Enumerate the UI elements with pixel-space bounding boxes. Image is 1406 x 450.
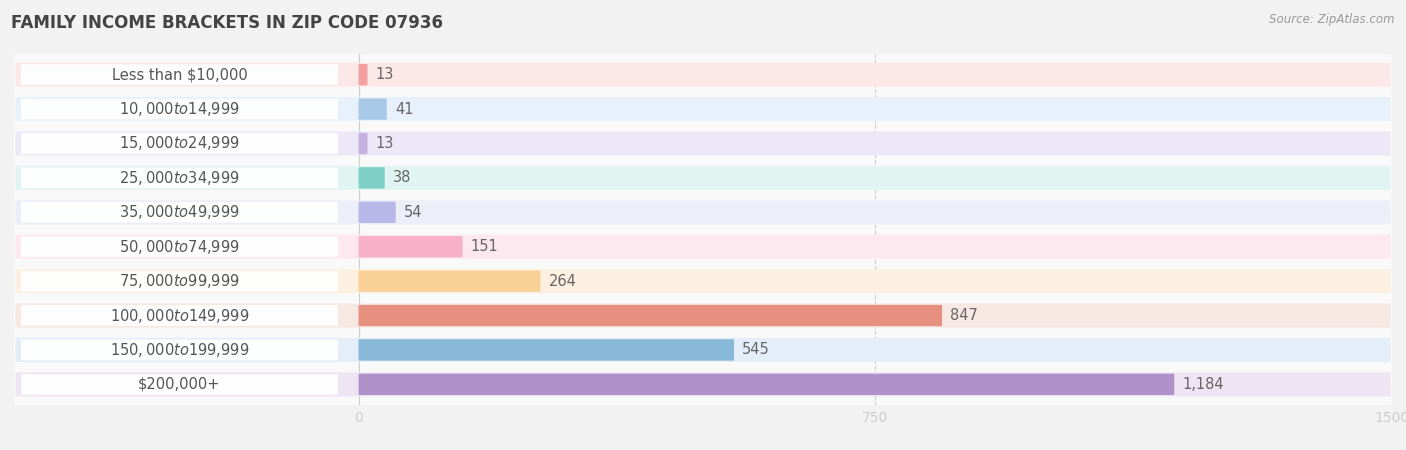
Text: $25,000 to $34,999: $25,000 to $34,999 bbox=[120, 169, 240, 187]
Text: $100,000 to $149,999: $100,000 to $149,999 bbox=[110, 306, 249, 324]
FancyBboxPatch shape bbox=[359, 305, 942, 326]
Text: 545: 545 bbox=[742, 342, 770, 357]
FancyBboxPatch shape bbox=[15, 303, 1391, 328]
FancyBboxPatch shape bbox=[359, 133, 367, 154]
FancyBboxPatch shape bbox=[21, 133, 337, 154]
Text: 13: 13 bbox=[375, 136, 394, 151]
FancyBboxPatch shape bbox=[21, 99, 337, 119]
FancyBboxPatch shape bbox=[21, 167, 337, 188]
FancyBboxPatch shape bbox=[15, 131, 1391, 156]
FancyBboxPatch shape bbox=[359, 374, 1174, 395]
FancyBboxPatch shape bbox=[359, 202, 395, 223]
FancyBboxPatch shape bbox=[21, 236, 337, 257]
Text: $35,000 to $49,999: $35,000 to $49,999 bbox=[120, 203, 240, 221]
Text: 847: 847 bbox=[950, 308, 979, 323]
FancyBboxPatch shape bbox=[15, 200, 1391, 225]
FancyBboxPatch shape bbox=[359, 167, 385, 189]
Text: Less than $10,000: Less than $10,000 bbox=[111, 67, 247, 82]
FancyBboxPatch shape bbox=[15, 63, 1391, 87]
FancyBboxPatch shape bbox=[21, 305, 337, 326]
FancyBboxPatch shape bbox=[15, 338, 1391, 362]
Text: 1,184: 1,184 bbox=[1182, 377, 1225, 392]
Text: $75,000 to $99,999: $75,000 to $99,999 bbox=[120, 272, 240, 290]
Text: $50,000 to $74,999: $50,000 to $74,999 bbox=[120, 238, 240, 256]
Text: $200,000+: $200,000+ bbox=[138, 377, 221, 392]
Text: $150,000 to $199,999: $150,000 to $199,999 bbox=[110, 341, 249, 359]
Text: 38: 38 bbox=[394, 171, 412, 185]
Text: 41: 41 bbox=[395, 102, 413, 117]
Text: FAMILY INCOME BRACKETS IN ZIP CODE 07936: FAMILY INCOME BRACKETS IN ZIP CODE 07936 bbox=[11, 14, 443, 32]
FancyBboxPatch shape bbox=[15, 97, 1391, 121]
Text: $15,000 to $24,999: $15,000 to $24,999 bbox=[120, 135, 240, 153]
FancyBboxPatch shape bbox=[15, 269, 1391, 293]
Text: 151: 151 bbox=[471, 239, 499, 254]
FancyBboxPatch shape bbox=[359, 270, 540, 292]
FancyBboxPatch shape bbox=[21, 340, 337, 360]
Text: $10,000 to $14,999: $10,000 to $14,999 bbox=[120, 100, 240, 118]
FancyBboxPatch shape bbox=[15, 234, 1391, 259]
FancyBboxPatch shape bbox=[359, 64, 367, 86]
Text: 13: 13 bbox=[375, 67, 394, 82]
FancyBboxPatch shape bbox=[21, 271, 337, 292]
FancyBboxPatch shape bbox=[359, 339, 734, 360]
FancyBboxPatch shape bbox=[21, 374, 337, 395]
FancyBboxPatch shape bbox=[359, 236, 463, 257]
FancyBboxPatch shape bbox=[21, 64, 337, 85]
FancyBboxPatch shape bbox=[21, 202, 337, 223]
FancyBboxPatch shape bbox=[15, 166, 1391, 190]
Text: 264: 264 bbox=[548, 274, 576, 288]
FancyBboxPatch shape bbox=[15, 372, 1391, 396]
FancyBboxPatch shape bbox=[359, 99, 387, 120]
Text: 54: 54 bbox=[404, 205, 422, 220]
Text: Source: ZipAtlas.com: Source: ZipAtlas.com bbox=[1270, 14, 1395, 27]
